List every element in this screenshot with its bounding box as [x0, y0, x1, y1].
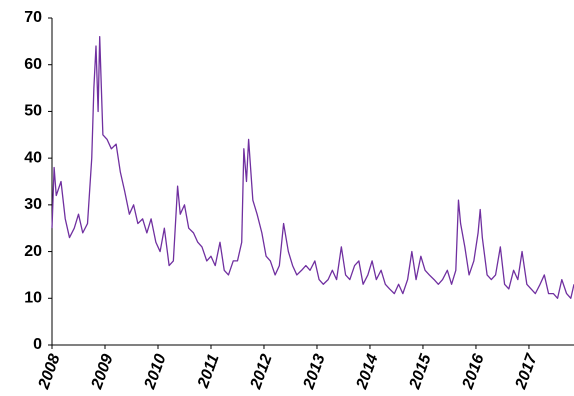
x-tick-label: 2008	[35, 352, 64, 392]
y-tick-label: 0	[33, 336, 42, 353]
x-tick-label: 2010	[141, 352, 170, 392]
data-line	[51, 36, 574, 299]
x-tick-label: 2014	[353, 352, 382, 392]
x-tick-label: 2009	[88, 352, 117, 392]
x-tick-label: 2013	[300, 352, 329, 392]
y-tick-label: 10	[24, 290, 42, 307]
y-tick-label: 50	[24, 103, 42, 120]
y-tick-label: 70	[24, 9, 42, 26]
y-tick-label: 30	[24, 196, 42, 213]
y-tick-label: 40	[24, 149, 42, 166]
x-tick-label: 2015	[406, 351, 435, 392]
x-tick-label: 2012	[247, 352, 276, 392]
x-tick-label: 2017	[512, 351, 541, 392]
x-tick-label: 2011	[195, 352, 223, 391]
y-tick-label: 20	[24, 243, 42, 260]
x-tick-label: 2016	[459, 352, 488, 392]
y-tick-label: 60	[24, 56, 42, 73]
